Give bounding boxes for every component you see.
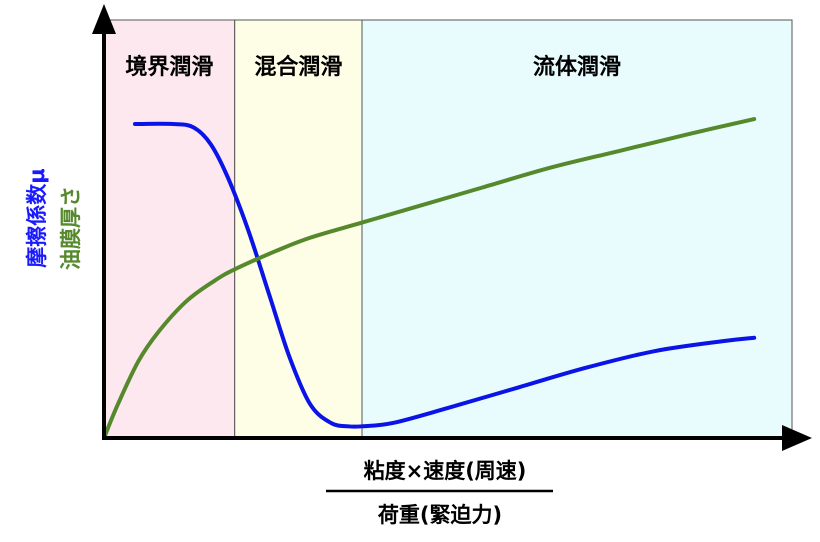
y-axis-arrowhead <box>92 4 116 34</box>
series-line-0 <box>132 121 757 429</box>
x-axis-label-denominator: 荷重(緊迫力) <box>378 503 502 527</box>
region-label-1: 混合潤滑 <box>254 54 342 80</box>
y-axis-label-film-thickness: 油膜厚さ <box>59 186 83 270</box>
region-label-0: 境界潤滑 <box>125 54 213 80</box>
region-2 <box>361 19 793 439</box>
series-line-1 <box>102 117 757 440</box>
x-axis-label-numerator: 粘度×速度(周速) <box>364 459 527 483</box>
lubrication-regions <box>103 19 793 439</box>
region-labels: 境界潤滑 混合潤滑 流体潤滑 <box>125 54 621 80</box>
series-lines <box>102 117 757 440</box>
x-axis-arrowhead <box>782 425 812 451</box>
y-axis-label-friction: 摩擦係数μ <box>25 168 49 267</box>
region-0 <box>103 19 236 439</box>
region-label-2: 流体潤滑 <box>533 54 621 80</box>
